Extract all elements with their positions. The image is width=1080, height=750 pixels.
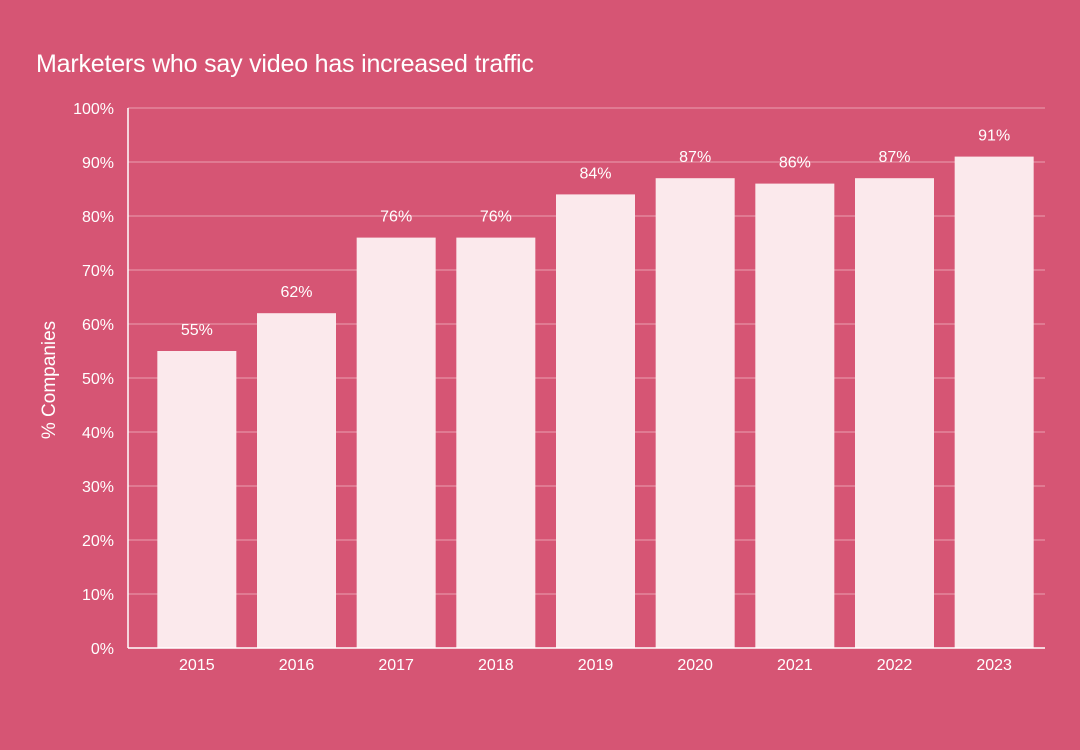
labels: 0% 10% 20% 30% 40% 50% 60% 70% 80% 90% 100% 55% 2015… [73, 101, 1012, 674]
y-axis-label: % Companies [39, 321, 60, 439]
data-label: 86% [779, 155, 811, 172]
bar-2023 [954, 156, 1034, 648]
data-label: 62% [280, 284, 312, 301]
y-tick-label: 10% [82, 587, 114, 604]
x-tick-label: 2022 [877, 657, 913, 674]
y-tick-label: 60% [82, 317, 114, 334]
bar-2021 [755, 183, 835, 648]
x-tick-label: 2020 [677, 657, 713, 674]
x-tick-label: 2023 [976, 657, 1012, 674]
x-tick-label: 2017 [378, 657, 414, 674]
y-tick-label: 0% [91, 641, 114, 658]
bar-2017 [356, 237, 436, 648]
y-tick-label: 80% [82, 209, 114, 226]
x-tick-label: 2015 [179, 657, 215, 674]
y-tick-label: 70% [82, 263, 114, 280]
x-tick-label: 2021 [777, 657, 813, 674]
y-tick-label: 100% [73, 101, 114, 118]
data-label: 76% [380, 209, 412, 226]
y-tick-label: 20% [82, 533, 114, 550]
bars [157, 156, 1034, 648]
y-tick-label: 30% [82, 479, 114, 496]
data-label: 76% [480, 209, 512, 226]
axes [127, 108, 1045, 649]
bar-2016 [257, 313, 336, 648]
data-label: 87% [679, 149, 711, 166]
x-tick-label: 2019 [578, 657, 614, 674]
bar-2018 [456, 237, 536, 648]
data-label: 55% [181, 322, 213, 339]
chart-title: Marketers who say video has increased tr… [36, 50, 534, 78]
y-tick-label: 90% [82, 155, 114, 172]
data-label: 87% [878, 149, 910, 166]
bar-2020 [655, 178, 735, 648]
data-label: 84% [579, 165, 611, 182]
x-tick-label: 2018 [478, 657, 514, 674]
y-tick-label: 50% [82, 371, 114, 388]
bar-2019 [556, 194, 635, 648]
bar-2015 [157, 351, 237, 648]
y-tick-label: 40% [82, 425, 114, 442]
data-label: 91% [978, 128, 1010, 145]
bar-2022 [855, 178, 934, 648]
x-tick-label: 2016 [279, 657, 315, 674]
